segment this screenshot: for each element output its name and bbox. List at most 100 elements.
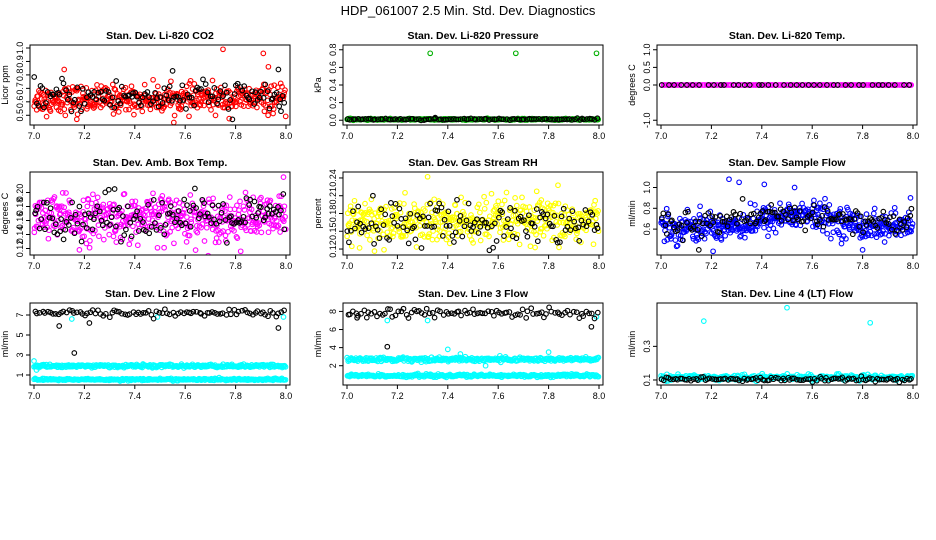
data-point <box>788 209 795 216</box>
data-point <box>193 308 200 315</box>
data-point <box>441 216 448 223</box>
data-point <box>69 199 75 206</box>
data-point <box>668 218 674 225</box>
data-point <box>588 310 595 317</box>
data-point <box>159 100 166 106</box>
data-point <box>184 202 190 208</box>
series-cyan-upper <box>31 314 289 373</box>
data-point <box>170 119 177 125</box>
data-point <box>791 204 798 211</box>
data-point <box>470 224 476 230</box>
data-point <box>726 176 732 183</box>
data-point <box>275 325 282 331</box>
data-point <box>693 375 700 382</box>
data-point <box>36 310 43 316</box>
data-point <box>208 220 215 226</box>
plot-frame <box>342 302 604 386</box>
data-point <box>121 191 128 197</box>
data-point <box>356 245 363 251</box>
panel-title: Stan. Dev. Sample Flow <box>728 157 846 169</box>
data-point <box>583 223 590 230</box>
data-point <box>205 213 212 220</box>
panel-title: Stan. Dev. Line 2 Flow <box>105 288 216 300</box>
data-point <box>171 240 177 247</box>
data-point <box>383 203 389 210</box>
data-point <box>707 222 714 229</box>
data-point <box>125 203 131 210</box>
data-point <box>483 116 489 122</box>
x-tick-label: 7.8 <box>229 131 242 141</box>
data-point <box>427 50 434 57</box>
data-point <box>460 208 466 215</box>
data-point <box>819 212 826 219</box>
data-point <box>524 308 531 315</box>
plot-frame <box>342 44 604 126</box>
data-point <box>248 206 255 213</box>
x-tick-label: 7.2 <box>391 391 404 401</box>
y-tick-label: 0.20 <box>15 184 25 202</box>
y-tick-label: 0.6 <box>15 96 25 109</box>
data-point <box>558 116 565 123</box>
data-point <box>843 235 849 242</box>
data-point <box>279 92 286 99</box>
data-point <box>717 82 724 88</box>
data-point <box>449 233 456 239</box>
data-point <box>890 213 897 219</box>
y-axis-label: degrees C <box>627 64 637 106</box>
data-point <box>251 101 258 107</box>
data-point <box>591 117 598 123</box>
data-point <box>233 98 240 105</box>
data-point <box>212 112 219 119</box>
data-point <box>400 305 407 312</box>
data-point <box>743 217 750 224</box>
data-point <box>438 204 445 211</box>
data-point <box>705 210 712 216</box>
x-tick-label: 7.4 <box>129 391 142 401</box>
x-tick-label: 7.4 <box>442 391 455 401</box>
data-point <box>203 224 210 231</box>
x-tick-label: 8.0 <box>907 131 920 141</box>
data-point <box>772 209 778 216</box>
data-point <box>42 226 48 233</box>
data-point <box>761 224 767 231</box>
data-point <box>228 213 234 220</box>
data-point <box>127 236 134 242</box>
data-point <box>60 80 67 87</box>
data-point <box>664 236 671 243</box>
data-point <box>537 214 543 221</box>
data-point <box>354 314 360 321</box>
data-point <box>569 208 576 214</box>
data-point <box>273 89 280 96</box>
data-point <box>457 116 464 122</box>
data-point <box>163 92 170 99</box>
data-point <box>265 229 272 236</box>
panel-title: Stan. Dev. Line 3 Flow <box>418 288 529 300</box>
data-point <box>268 96 275 103</box>
data-point <box>209 226 216 233</box>
data-point <box>860 229 866 236</box>
data-point <box>252 89 259 95</box>
data-point <box>787 82 794 88</box>
series-black <box>32 306 287 356</box>
data-point <box>824 230 831 237</box>
data-point <box>201 238 208 244</box>
data-point <box>816 217 823 223</box>
data-point <box>344 233 350 240</box>
data-point <box>534 238 541 245</box>
data-point <box>434 208 441 214</box>
data-point <box>589 116 595 122</box>
data-point <box>461 223 468 230</box>
series-dense <box>658 176 916 255</box>
series-sparse <box>32 185 288 246</box>
data-point <box>128 233 135 240</box>
data-point <box>365 115 372 122</box>
data-point <box>670 376 677 383</box>
data-point <box>381 246 387 253</box>
x-tick-label: 7.2 <box>78 261 91 271</box>
data-point <box>231 91 238 97</box>
data-point <box>689 82 696 88</box>
data-point <box>695 247 702 253</box>
data-point <box>503 224 510 230</box>
data-point <box>131 111 137 118</box>
